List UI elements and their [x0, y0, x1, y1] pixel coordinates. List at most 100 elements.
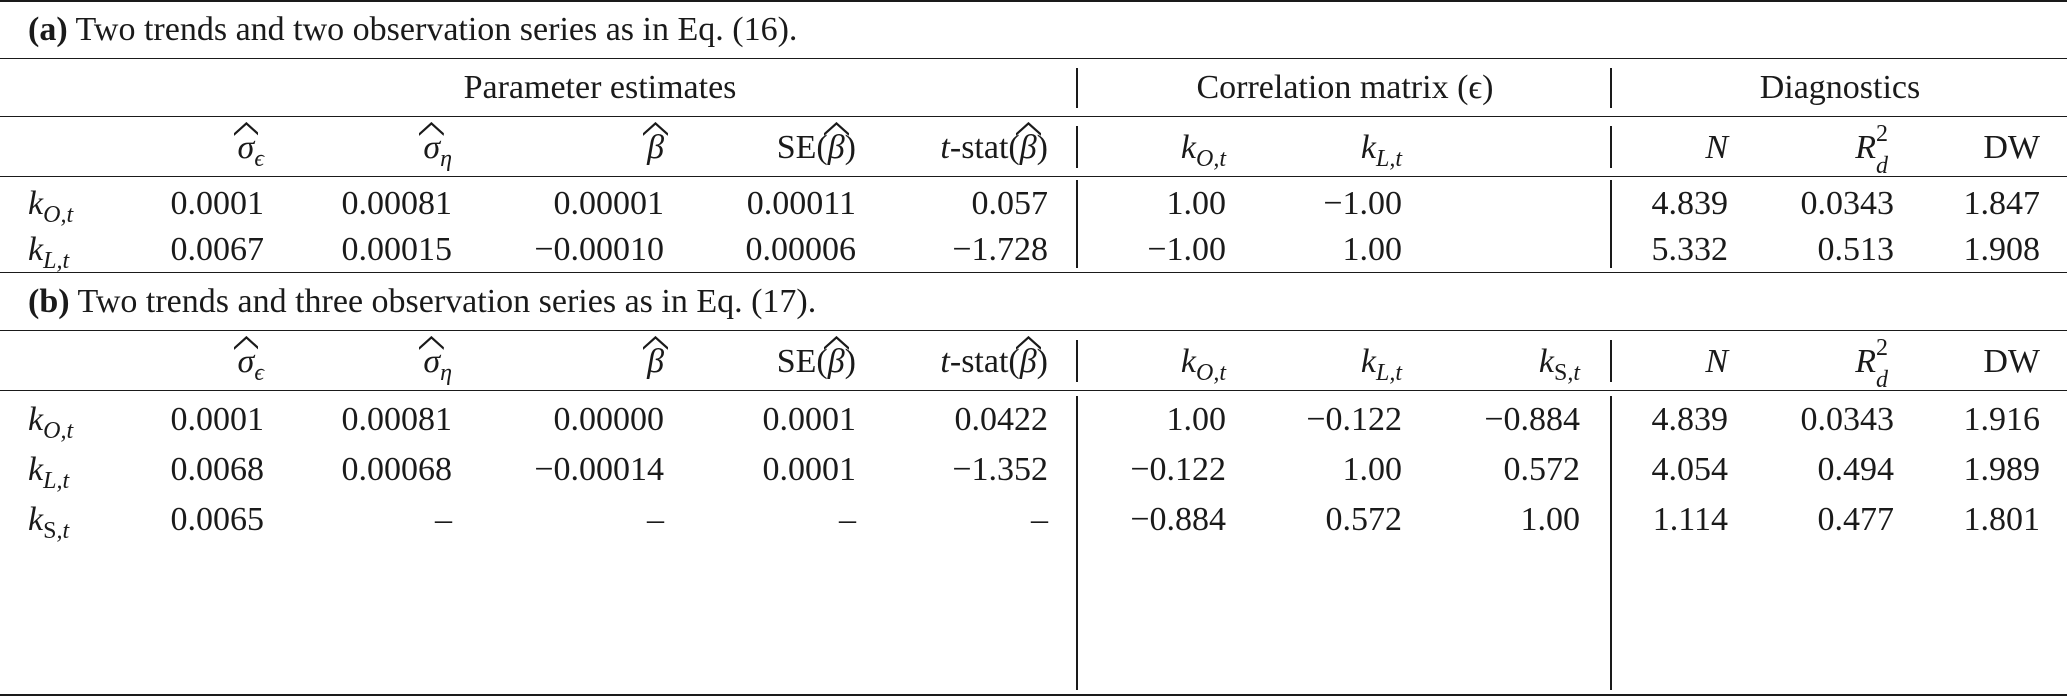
- k-sub-t: ,t: [1389, 360, 1402, 386]
- table-cell: 0.494: [1817, 451, 1895, 488]
- k-letter: k: [28, 185, 44, 222]
- table-cell: 0.477: [1817, 501, 1895, 538]
- eta-subscript: η: [440, 360, 452, 386]
- k-letter: k: [28, 451, 44, 488]
- row-label: kO,t: [28, 400, 73, 443]
- beta-hat: β: [1015, 336, 1041, 382]
- table-cell: 1.00: [1342, 231, 1403, 268]
- panel-a-caption: (a) Two trends and two observation serie…: [28, 10, 797, 50]
- table-cell: 0.572: [1325, 501, 1403, 538]
- k-sub-series: O: [1195, 360, 1214, 386]
- sigma-hat: σ: [233, 122, 259, 168]
- table-cell: 0.00011: [746, 185, 856, 222]
- table-cell: −0.00014: [534, 451, 664, 488]
- table-cell: 1.916: [1963, 401, 2041, 438]
- hat-accent: [1015, 122, 1041, 136]
- k-symbol: kO,t: [1180, 343, 1226, 385]
- table-cell: 0.0065: [170, 501, 265, 538]
- bottom-rule: [0, 694, 2067, 696]
- k-sub-t: ,t: [56, 468, 70, 494]
- table-cell: –: [839, 501, 856, 538]
- vsep-head-a-1: [1076, 126, 1078, 168]
- panel-b-caption-rule: [0, 330, 2067, 331]
- col-header-N: N: [1558, 342, 1728, 382]
- hat-accent: [1015, 336, 1041, 350]
- col-header-k-L: kL,t: [1232, 342, 1402, 385]
- table-cell: −1.352: [952, 451, 1048, 488]
- sigma-hat: σ: [419, 336, 445, 382]
- panel-a-caption-text: Two trends and two observation series as…: [67, 11, 798, 48]
- k-subscript: S,t: [1554, 360, 1580, 386]
- se-header: SE(β): [776, 122, 856, 168]
- table-cell: −0.00010: [534, 231, 664, 268]
- tstat-text: -stat(: [949, 343, 1020, 380]
- k-symbol: kO,t: [28, 401, 73, 443]
- table-cell: −0.122: [1306, 401, 1402, 438]
- k-symbol: kL,t: [28, 231, 69, 273]
- table-cell: 0.00081: [341, 401, 453, 438]
- col-header-N: N: [1558, 128, 1728, 168]
- k-subscript: L,t: [43, 248, 69, 274]
- table-cell: −0.884: [1484, 401, 1580, 438]
- panel-a-caption-label: (a): [28, 11, 68, 48]
- k-letter: k: [1180, 343, 1196, 380]
- k-subscript: O,t: [1196, 360, 1226, 386]
- k-subscript: O,t: [1196, 146, 1226, 172]
- table-cell: −1.00: [1147, 231, 1226, 268]
- beta-hat: β: [1015, 122, 1041, 168]
- k-sub-t: ,t: [56, 518, 70, 544]
- table-cell: 4.054: [1651, 451, 1729, 488]
- panel-b-caption: (b) Two trends and three observation ser…: [28, 282, 816, 322]
- k-subscript: L,t: [1376, 360, 1402, 386]
- k-sub-series: L: [43, 468, 57, 494]
- table-cell: 0.00081: [341, 185, 453, 222]
- k-subscript: O,t: [43, 202, 73, 228]
- k-subscript: S,t: [43, 518, 69, 544]
- table-cell: 0.0343: [1800, 185, 1895, 222]
- k-sub-t: ,t: [60, 202, 74, 228]
- hat-accent: [419, 122, 445, 136]
- col-header-k-O: kO,t: [1056, 128, 1226, 171]
- se-text: SE(: [776, 129, 828, 166]
- col-header-beta: β: [494, 122, 668, 168]
- k-letter: k: [1360, 343, 1376, 380]
- table-cell: 0.0001: [762, 401, 857, 438]
- beta-hat: β: [643, 122, 668, 168]
- beta-letter: β: [647, 343, 664, 380]
- k-letter: k: [1538, 343, 1554, 380]
- k-letter: k: [28, 231, 44, 268]
- row-label: kL,t: [28, 450, 69, 493]
- beta-letter: β: [1019, 129, 1037, 166]
- group-header-diagnostics: Diagnostics: [1759, 69, 1921, 106]
- group-header-parameter-estimates: Parameter estimates: [463, 69, 737, 106]
- beta-hat: β: [823, 122, 849, 168]
- tstat-t: t: [940, 129, 950, 166]
- vsep-head-b-2: [1610, 340, 1612, 382]
- k-letter: k: [28, 401, 44, 438]
- hat-accent: [643, 122, 668, 136]
- table-cell: −0.884: [1130, 501, 1226, 538]
- k-symbol: kL,t: [1361, 129, 1402, 171]
- tstat-close: ): [1036, 129, 1048, 166]
- table-cell: 1.00: [1520, 501, 1581, 538]
- beta-letter: β: [827, 129, 845, 166]
- r-subscript: d: [1876, 367, 1888, 393]
- row-label: kS,t: [28, 500, 69, 543]
- dw-text: DW: [1983, 129, 2040, 166]
- table-cell: 0.00006: [745, 231, 857, 268]
- table-cell: 1.114: [1652, 501, 1728, 538]
- k-subscript: L,t: [43, 468, 69, 494]
- col-header-DW: DW: [1870, 128, 2040, 168]
- k-sub-t: ,t: [1213, 146, 1226, 172]
- se-header: SE(β): [777, 336, 856, 380]
- sigma-letter: σ: [423, 129, 441, 166]
- table-cell: 0.00068: [341, 451, 453, 488]
- table-cell: 0.513: [1817, 231, 1895, 268]
- table-cell: 0.0068: [170, 451, 265, 488]
